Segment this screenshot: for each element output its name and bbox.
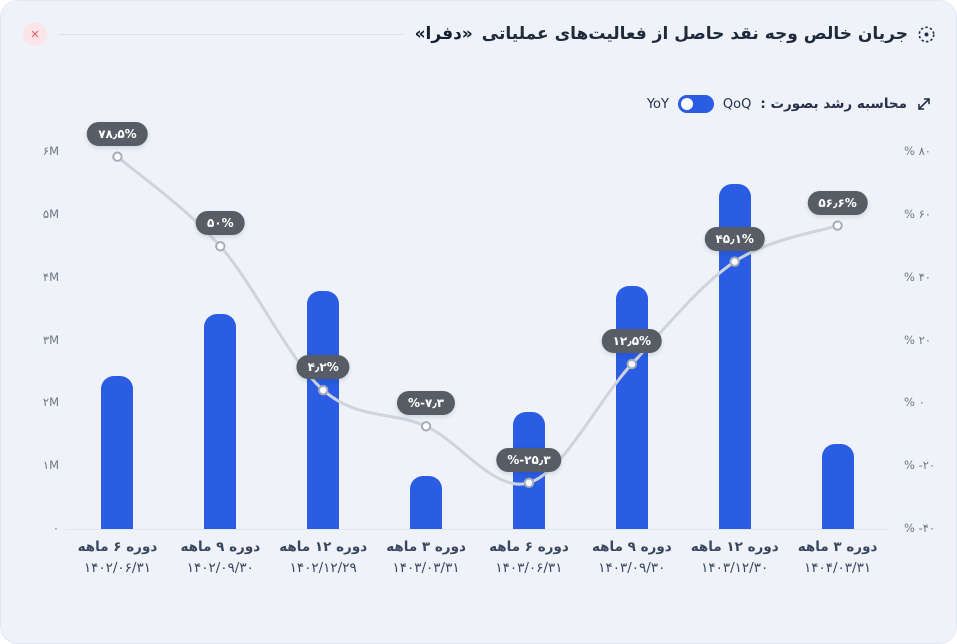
y-axis-right-tick: % ۰ <box>904 395 925 410</box>
line-marker[interactable] <box>317 384 329 396</box>
bar-column[interactable] <box>307 290 340 529</box>
x-axis-label: دوره ۹ ماهه ۱۴۰۲/۰۹/۳۰ <box>169 539 272 576</box>
y-axis-left-tick: ۳M <box>42 332 59 347</box>
y-axis-right-tick: % ۲۰ <box>904 332 931 347</box>
growth-label-pill: %-۲۵٫۳ <box>496 447 562 472</box>
y-axis-left-tick: ۴M <box>42 269 59 284</box>
x-axis-label: دوره ۶ ماهه ۱۴۰۳/۰۶/۳۱ <box>478 539 581 576</box>
line-marker[interactable] <box>523 477 535 489</box>
line-marker[interactable] <box>729 256 740 267</box>
growth-label-pill: ۵۶٫۶% <box>807 190 868 215</box>
line-marker[interactable] <box>626 358 638 370</box>
y-axis-right-tick: % -۲۰ <box>904 458 936 473</box>
x-label-date: ۱۴۰۲/۱۲/۲۹ <box>289 560 357 576</box>
y-axis-right-tick: % ۸۰ <box>904 144 931 158</box>
x-axis-label: دوره ۶ ماهه ۱۴۰۲/۰۶/۳۱ <box>66 539 169 576</box>
bar-column[interactable] <box>615 285 648 529</box>
growth-mode-qoq[interactable]: QoQ <box>722 96 752 112</box>
x-label-period: دوره ۶ ماهه <box>77 539 158 555</box>
y-axis-left-tick: ۵M <box>42 206 59 221</box>
y-axis-left-tick: ۱M <box>42 458 59 473</box>
x-axis-label: دوره ۹ ماهه ۱۴۰۳/۰۹/۳۰ <box>580 539 683 576</box>
x-label-period: دوره ۹ ماهه <box>180 539 261 555</box>
x-axis-label: دوره ۱۲ ماهه ۱۴۰۳/۱۲/۳۰ <box>683 539 786 576</box>
bar-column[interactable] <box>101 376 134 529</box>
x-axis-label: دوره ۳ ماهه ۱۴۰۴/۰۳/۳۱ <box>786 539 889 576</box>
line-marker[interactable] <box>832 220 843 231</box>
y-axis-left-tick: ۲M <box>42 395 59 410</box>
x-label-period: دوره ۹ ماهه <box>591 539 672 555</box>
x-label-period: دوره ۳ ماهه <box>797 539 878 555</box>
toggle-knob-icon <box>680 98 693 110</box>
bar-column[interactable] <box>410 476 443 529</box>
line-marker[interactable] <box>215 241 226 252</box>
page-title: جریان خالص وجه نقد حاصل از فعالیت‌های عم… <box>415 24 936 44</box>
growth-label-pill: ۷۸٫۵% <box>87 121 148 146</box>
x-label-date: ۱۴۰۳/۰۹/۳۰ <box>598 560 666 576</box>
title-emphasis: «دفرا» <box>414 24 473 44</box>
close-icon: ✕ <box>30 27 40 41</box>
x-label-period: دوره ۱۲ ماهه <box>690 539 779 555</box>
growth-mode-toggle[interactable] <box>677 95 714 113</box>
growth-label-pill: ۵۰% <box>195 211 245 236</box>
target-icon <box>917 25 936 44</box>
y-axis-right-tick: % ۶۰ <box>904 206 931 221</box>
trend-arrows-icon <box>916 96 932 112</box>
growth-mode-control: محاسبه رشد بصورت : QoQ YoY <box>647 95 932 113</box>
growth-mode-yoy[interactable]: YoY <box>646 96 669 112</box>
x-label-date: ۱۴۰۳/۱۲/۳۰ <box>701 560 769 576</box>
bar-column[interactable] <box>204 314 237 529</box>
x-axis-line <box>66 529 889 530</box>
header-divider <box>59 33 403 35</box>
line-marker[interactable] <box>112 151 123 162</box>
header: ✕ جریان خالص وجه نقد حاصل از فعالیت‌های … <box>1 17 956 51</box>
title-text: جریان خالص وجه نقد حاصل از فعالیت‌های عم… <box>481 24 908 44</box>
x-axis-label: دوره ۳ ماهه ۱۴۰۳/۰۳/۳۱ <box>375 539 478 576</box>
x-label-date: ۱۴۰۲/۰۶/۳۱ <box>83 560 151 576</box>
growth-label-pill: ۴۵٫۱% <box>704 226 765 251</box>
y-axis-left-tick: ۰ <box>52 521 59 535</box>
growth-label-pill: %-۷٫۳ <box>396 391 456 416</box>
x-label-date: ۱۴۰۲/۰۹/۳۰ <box>186 560 254 576</box>
y-axis-right-tick: % -۴۰ <box>904 521 936 535</box>
x-label-period: دوره ۱۲ ماهه <box>279 539 368 555</box>
bar-column[interactable] <box>821 444 854 529</box>
growth-label-pill: ۴٫۲% <box>296 355 350 380</box>
growth-label-pill: ۱۲٫۵% <box>601 329 663 354</box>
x-label-date: ۱۴۰۴/۰۳/۳۱ <box>804 560 872 576</box>
growth-mode-label: محاسبه رشد بصورت : <box>760 96 907 112</box>
x-label-period: دوره ۳ ماهه <box>386 539 466 555</box>
x-axis-label: دوره ۱۲ ماهه ۱۴۰۲/۱۲/۲۹ <box>272 539 375 576</box>
line-marker[interactable] <box>420 421 432 432</box>
x-label-date: ۱۴۰۳/۰۶/۳۱ <box>495 560 563 576</box>
y-axis-left-tick: ۶M <box>42 144 59 158</box>
y-axis-right-tick: % ۴۰ <box>904 269 931 284</box>
x-label-date: ۱۴۰۳/۰۳/۳۱ <box>392 560 460 576</box>
close-button[interactable]: ✕ <box>23 22 47 46</box>
x-label-period: دوره ۶ ماهه <box>489 539 569 555</box>
growth-line <box>112 151 843 489</box>
